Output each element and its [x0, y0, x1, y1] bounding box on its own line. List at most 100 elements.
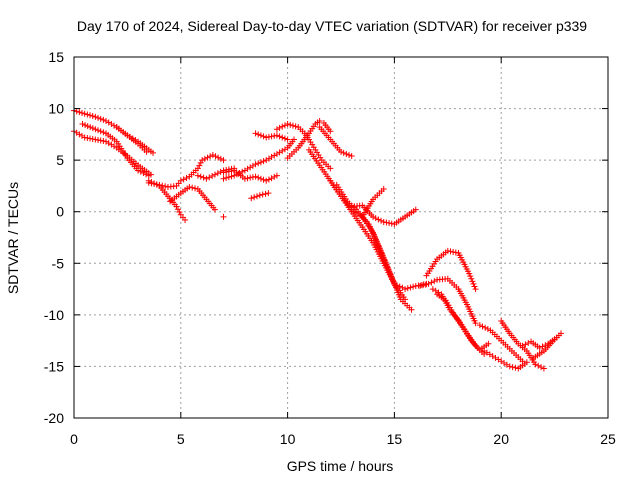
series-sat-h: [194, 165, 238, 182]
series-sat-l: [248, 190, 272, 202]
data-point: [257, 132, 264, 139]
data-point: [468, 275, 475, 282]
data-point: [558, 330, 565, 337]
data-point: [241, 167, 248, 174]
data-point: [279, 123, 286, 130]
data-point: [386, 220, 393, 227]
data-point: [105, 119, 112, 126]
data-point: [225, 168, 232, 175]
y-tick-label: 10: [48, 101, 64, 117]
data-point: [396, 283, 403, 290]
data-point: [532, 361, 539, 368]
data-point: [316, 117, 323, 124]
data-point: [380, 219, 387, 226]
data-point: [268, 175, 275, 182]
data-point: [260, 158, 267, 165]
data-point: [201, 155, 208, 162]
data-point: [89, 113, 96, 120]
data-point: [194, 172, 201, 179]
data-point: [268, 154, 275, 161]
data-point: [153, 181, 160, 188]
data-point: [380, 186, 387, 193]
data-point: [79, 132, 86, 139]
data-point: [509, 364, 516, 371]
plot-frame: [73, 56, 609, 419]
data-point: [472, 320, 479, 327]
data-point: [97, 115, 104, 122]
data-point: [228, 173, 235, 180]
data-point: [192, 185, 199, 192]
y-tick-label: 5: [56, 152, 64, 168]
data-point: [231, 172, 238, 179]
data-point: [388, 220, 395, 227]
data-point: [197, 159, 204, 166]
data-point: [186, 183, 193, 190]
data-point: [327, 165, 334, 172]
data-point: [402, 286, 409, 293]
y-tick-labels: 15 10 5 0 -5 -10 -15 -20: [44, 49, 64, 426]
data-point: [156, 181, 163, 188]
series-sat-k: [252, 130, 291, 143]
data-point: [257, 175, 264, 182]
data-point: [247, 174, 254, 181]
data-point: [287, 121, 294, 128]
data-point: [327, 128, 334, 135]
data-point: [265, 176, 272, 183]
data-point: [428, 279, 435, 286]
y-tick-label: 0: [56, 204, 64, 220]
data-point: [217, 155, 224, 162]
series-sat-j: [220, 167, 280, 184]
data-point: [265, 190, 272, 197]
data-point: [375, 216, 382, 223]
series-sat-g: [167, 183, 218, 213]
data-point: [512, 364, 519, 371]
data-point: [220, 169, 227, 176]
data-point: [410, 283, 417, 290]
data-point: [265, 133, 272, 140]
data-point: [108, 121, 115, 128]
x-tick-label: 15: [387, 431, 403, 447]
data-point: [95, 127, 102, 134]
data-point: [223, 169, 230, 176]
data-point: [211, 206, 218, 213]
data-point: [145, 179, 152, 186]
series-sat-u: [417, 275, 479, 327]
y-tick-label: -5: [52, 255, 65, 271]
data-point: [252, 173, 259, 180]
data-points-layer: [71, 107, 565, 372]
data-point: [404, 285, 411, 292]
data-point: [204, 154, 211, 161]
data-point: [81, 134, 88, 141]
data-point: [535, 362, 542, 369]
data-point: [276, 133, 283, 140]
data-point: [209, 151, 216, 158]
data-point: [81, 110, 88, 117]
data-point: [207, 153, 214, 160]
data-point: [444, 247, 451, 254]
series-sat-d: [113, 124, 157, 156]
data-point: [143, 171, 150, 178]
data-point: [248, 195, 255, 202]
data-point: [539, 343, 546, 350]
data-point: [260, 176, 267, 183]
series-sat-r: [333, 181, 415, 313]
data-point: [217, 168, 224, 175]
data-point: [92, 113, 99, 120]
data-point: [97, 128, 104, 135]
data-point: [89, 135, 96, 142]
data-point: [466, 270, 473, 277]
series-sat-i: [220, 136, 298, 182]
data-point: [174, 206, 181, 213]
data-point: [244, 165, 251, 172]
data-point: [228, 167, 235, 174]
series-sat-a: [71, 107, 150, 155]
data-point: [214, 170, 221, 177]
data-point: [281, 146, 288, 153]
data-point: [92, 126, 99, 133]
data-point: [253, 193, 260, 200]
data-point: [87, 112, 94, 119]
data-point: [291, 136, 298, 143]
data-point: [84, 123, 91, 130]
data-point: [148, 180, 155, 187]
data-point: [199, 157, 206, 164]
